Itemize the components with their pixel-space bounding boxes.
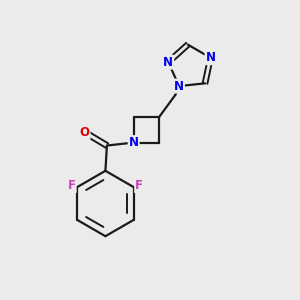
- Text: F: F: [68, 179, 76, 192]
- Text: N: N: [129, 136, 139, 149]
- Text: N: N: [163, 56, 173, 69]
- Text: O: O: [80, 126, 90, 139]
- Text: F: F: [135, 179, 143, 192]
- Text: N: N: [174, 80, 184, 93]
- Text: N: N: [206, 51, 215, 64]
